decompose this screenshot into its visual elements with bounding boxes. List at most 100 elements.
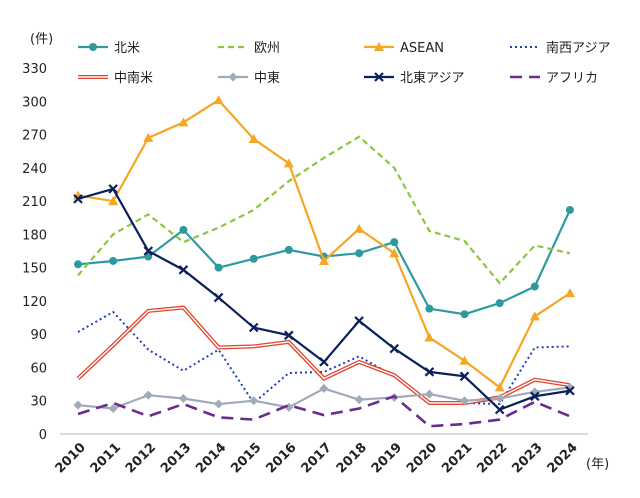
legend-label: 中東	[254, 70, 280, 86]
x-tick-label: 2015	[228, 440, 264, 476]
data-point	[494, 382, 505, 392]
data-point	[424, 389, 434, 399]
data-point	[389, 343, 400, 354]
y-tick-label: 30	[30, 395, 47, 410]
data-point	[424, 367, 435, 377]
data-point	[108, 403, 118, 413]
x-tick-label: 2013	[158, 440, 194, 476]
data-point	[73, 400, 83, 410]
data-point	[390, 238, 399, 247]
data-point	[143, 246, 154, 256]
data-point	[374, 42, 384, 51]
x-tick-label: 2021	[439, 440, 475, 476]
series-line	[77, 310, 570, 406]
y-tick-label: 180	[22, 228, 47, 243]
legend-label: 欧州	[254, 41, 280, 56]
data-point	[374, 72, 384, 82]
y-tick-label: 210	[22, 195, 47, 210]
data-point	[460, 396, 470, 406]
data-point	[530, 391, 540, 402]
data-point	[354, 223, 365, 233]
y-tick-label: 240	[22, 162, 47, 177]
legend-label: ASEAN	[400, 41, 444, 56]
data-point	[108, 184, 118, 194]
data-point	[248, 322, 259, 333]
data-point	[178, 394, 188, 404]
x-tick-label: 2011	[88, 440, 124, 476]
data-point	[178, 265, 189, 275]
data-point	[283, 158, 294, 168]
data-point	[425, 304, 434, 313]
legend-label: 北米	[114, 41, 140, 56]
series-2	[73, 95, 575, 392]
data-point	[319, 357, 329, 367]
data-point	[424, 332, 435, 342]
legend-item: 中東	[218, 70, 280, 86]
data-point	[213, 95, 224, 105]
series-line	[77, 394, 571, 428]
data-point	[248, 133, 259, 143]
data-point	[564, 288, 575, 298]
data-point	[284, 245, 293, 254]
legend-item: ASEAN	[364, 41, 444, 56]
data-point	[228, 72, 238, 82]
legend-item: 欧州	[218, 41, 280, 56]
data-point	[214, 399, 224, 409]
data-point	[89, 43, 97, 51]
legend-item: 北東アジア	[364, 70, 464, 86]
data-point	[249, 254, 258, 263]
x-tick-label: 2016	[263, 440, 299, 476]
data-point	[459, 371, 470, 382]
data-point	[495, 299, 504, 308]
data-point	[143, 132, 154, 142]
data-point	[109, 256, 118, 265]
data-point	[319, 384, 329, 394]
data-point	[143, 390, 153, 400]
x-tick-label: 2018	[334, 440, 370, 476]
legend-item: 中南米	[78, 70, 153, 86]
y-tick-label: 120	[22, 295, 47, 310]
data-point	[530, 282, 539, 291]
data-point	[74, 260, 82, 269]
y-tick-label: 300	[22, 95, 47, 110]
data-point	[214, 263, 223, 272]
legend-label: 南西アジア	[546, 40, 610, 56]
data-point	[529, 311, 540, 321]
x-tick-label: 2023	[509, 440, 545, 476]
legend-item: 北米	[78, 41, 140, 56]
y-tick-label: 150	[22, 262, 47, 277]
legend-item: アフリカ	[510, 71, 598, 86]
data-point	[460, 310, 469, 319]
data-point	[284, 330, 294, 341]
legend-label: 北東アジア	[400, 70, 464, 86]
x-tick-label: 2020	[404, 440, 440, 476]
data-point	[495, 394, 505, 404]
x-tick-label: 2012	[123, 440, 159, 476]
x-tick-label: 2010	[53, 440, 89, 476]
data-point	[565, 205, 574, 214]
x-axis-unit: (年)	[586, 457, 609, 472]
legend-item: 南西アジア	[510, 40, 610, 56]
data-point	[354, 316, 364, 326]
series-7	[77, 394, 571, 428]
data-point	[179, 225, 188, 234]
data-point	[178, 117, 189, 127]
y-tick-label: 60	[30, 361, 47, 376]
legend-label: 中南米	[114, 70, 153, 86]
x-tick-label: 2017	[299, 440, 335, 476]
x-tick-label: 2024	[545, 440, 581, 476]
data-point	[354, 395, 364, 405]
series-3	[77, 310, 570, 406]
data-point	[389, 248, 400, 258]
y-axis-unit: (件)	[30, 32, 53, 47]
series-line	[77, 98, 571, 390]
data-point	[108, 196, 119, 206]
data-point	[318, 255, 329, 265]
data-point	[73, 194, 83, 204]
y-tick-label: 270	[22, 129, 47, 144]
data-point	[249, 396, 259, 406]
y-tick-label: 330	[22, 62, 47, 77]
y-tick-label: 0	[39, 428, 47, 443]
legend-label: アフリカ	[546, 71, 598, 86]
x-tick-label: 2019	[369, 440, 405, 476]
